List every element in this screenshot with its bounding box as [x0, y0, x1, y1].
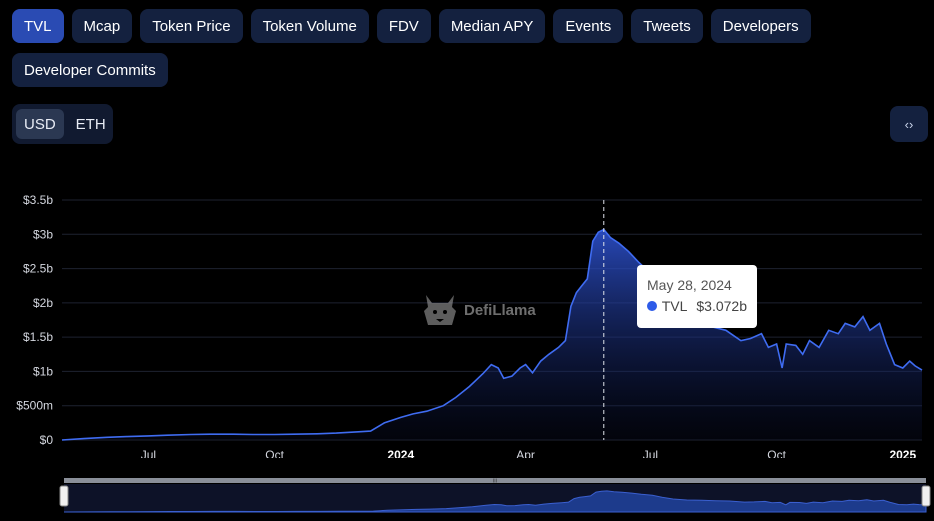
y-tick-label: $2.5b: [23, 262, 53, 276]
navigator-grip: III: [493, 479, 497, 485]
navigator-series: [63, 490, 927, 513]
tooltip-date: May 28, 2024: [647, 277, 732, 293]
y-tick-label: $3.5b: [23, 193, 53, 207]
chart-tabs: TVL Mcap Token Price Token Volume FDV Median …: [12, 9, 922, 87]
navigator-left-handle[interactable]: [59, 485, 69, 507]
range-navigator[interactable]: III: [0, 474, 934, 518]
tooltip-row: TVL $3.072b: [647, 298, 747, 314]
chart-tooltip: May 28, 2024 TVL $3.072b: [637, 265, 757, 328]
x-tick-label: Oct: [265, 448, 284, 458]
tab-tvl[interactable]: TVL: [12, 9, 64, 43]
tab-mcap[interactable]: Mcap: [71, 9, 133, 43]
tab-developers[interactable]: Developers: [710, 9, 811, 43]
defillama-watermark: DefiLlama: [422, 291, 536, 329]
watermark-text: DefiLlama: [464, 301, 536, 319]
x-tick-label: 2024: [387, 448, 414, 458]
tooltip-series-name: TVL: [661, 298, 688, 314]
tab-median-apy[interactable]: Median APY: [438, 9, 546, 43]
currency-eth-button[interactable]: ETH: [75, 115, 106, 133]
tab-token-volume[interactable]: Token Volume: [250, 9, 369, 43]
navigator-scrollbar: [64, 478, 926, 483]
tab-fdv[interactable]: FDV: [376, 9, 431, 43]
currency-usd-button[interactable]: USD: [16, 109, 64, 139]
x-tick-label: Oct: [767, 448, 786, 458]
tvl-series-line: [61, 228, 923, 441]
code-brackets-icon: ‹›: [904, 116, 914, 132]
tooltip-value: $3.072b: [696, 298, 747, 314]
currency-toggle: USD ETH: [12, 104, 113, 144]
tab-events[interactable]: Events: [553, 9, 624, 43]
x-tick-label: 2025: [889, 448, 916, 458]
x-tick-label: Jul: [141, 448, 156, 458]
y-tick-label: $3b: [33, 227, 53, 241]
y-tick-label: $1b: [33, 364, 53, 378]
tvl-area: [62, 229, 922, 440]
y-tick-label: $500m: [16, 399, 53, 413]
y-tick-label: $2b: [33, 296, 53, 310]
tab-token-price[interactable]: Token Price: [140, 9, 243, 43]
tab-tweets[interactable]: Tweets: [631, 9, 703, 43]
series-dot-icon: [647, 301, 657, 311]
navigator-right-handle[interactable]: [921, 485, 931, 507]
llama-logo-icon: [424, 295, 456, 325]
x-tick-label: Jul: [643, 448, 658, 458]
tab-developer-commits[interactable]: Developer Commits: [12, 53, 168, 87]
y-tick-label: $1.5b: [23, 330, 53, 344]
y-tick-label: $0: [40, 433, 54, 447]
x-tick-label: Apr: [516, 448, 535, 458]
embed-code-button[interactable]: ‹›: [890, 106, 928, 142]
tvl-chart[interactable]: $0 $500m $1b $1.5b $2b $2.5b $3b $3.5b Jul Oct 202…: [0, 188, 934, 458]
